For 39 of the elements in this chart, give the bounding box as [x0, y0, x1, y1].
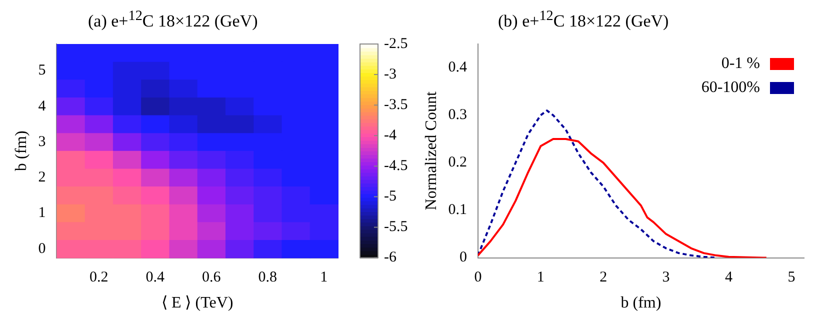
y-tick-label: 0	[38, 240, 46, 257]
x-tick-label: 0.4	[146, 270, 166, 286]
color-bar-label: -2.5	[384, 36, 408, 52]
color-bar-label: -4	[384, 128, 397, 144]
x-tick-label: 0.8	[258, 270, 278, 286]
color-bar-label: -4.5	[384, 158, 408, 174]
x-tick-label: 5	[788, 270, 796, 286]
x-tick-label: 0	[474, 270, 482, 286]
color-bar-label: -5.5	[384, 219, 408, 236]
x-axis-title: b (fm)	[620, 294, 662, 312]
y-tick-label: 5	[38, 62, 46, 79]
y-tick-label: 0.2	[448, 154, 467, 171]
x-tick-label: 1	[320, 270, 328, 286]
x-tick-label: 4	[725, 270, 734, 286]
x-tick-label: 2	[600, 270, 608, 286]
y-axis-title: b (fm)	[12, 130, 30, 172]
color-bar-label: -6	[384, 250, 397, 266]
y-axis-title: Normalized Count	[422, 91, 440, 210]
y-tick-label: 0.1	[448, 202, 467, 218]
x-axis-title: ⟨ E ⟩ (TeV)	[161, 294, 234, 312]
y-tick-label: 0	[459, 250, 467, 266]
color-bar-label: -3	[384, 66, 396, 82]
y-tick-label: 2	[38, 170, 46, 186]
x-tick-label: 3	[662, 270, 670, 286]
x-tick-label: 0.6	[202, 270, 222, 286]
y-tick-label: 1	[38, 205, 46, 222]
y-tick-label: 0.4	[448, 60, 468, 76]
line-series	[478, 110, 718, 258]
legend-label: 60-100%	[701, 79, 760, 96]
chart-title: (a) e+$^{12}$C 18×122 (GeV)	[87, 8, 259, 32]
y-tick-label: 3	[38, 134, 46, 150]
y-tick-label: 4	[38, 98, 46, 114]
color-bar-label: -5	[384, 188, 396, 205]
x-tick-label: 0.2	[90, 270, 108, 286]
y-tick-label: 0.3	[448, 107, 467, 124]
chart-title: (b) e+$^{12}$C 18×122 (GeV)	[497, 8, 670, 32]
x-tick-label: 1	[536, 270, 544, 286]
color-bar-label: -3.5	[384, 97, 408, 114]
legend-label: 0-1 %	[721, 55, 760, 72]
